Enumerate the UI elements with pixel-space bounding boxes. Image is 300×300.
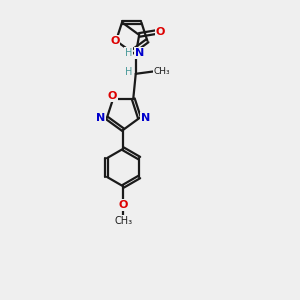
Text: O: O bbox=[107, 91, 117, 101]
Text: O: O bbox=[118, 200, 128, 210]
Text: N: N bbox=[96, 113, 105, 123]
Text: CH₃: CH₃ bbox=[153, 67, 170, 76]
Text: N: N bbox=[141, 113, 151, 123]
Text: O: O bbox=[110, 36, 120, 46]
Text: H: H bbox=[125, 48, 132, 58]
Text: CH₃: CH₃ bbox=[114, 216, 132, 226]
Text: O: O bbox=[156, 27, 165, 37]
Text: N: N bbox=[135, 48, 144, 58]
Text: H: H bbox=[125, 67, 132, 77]
